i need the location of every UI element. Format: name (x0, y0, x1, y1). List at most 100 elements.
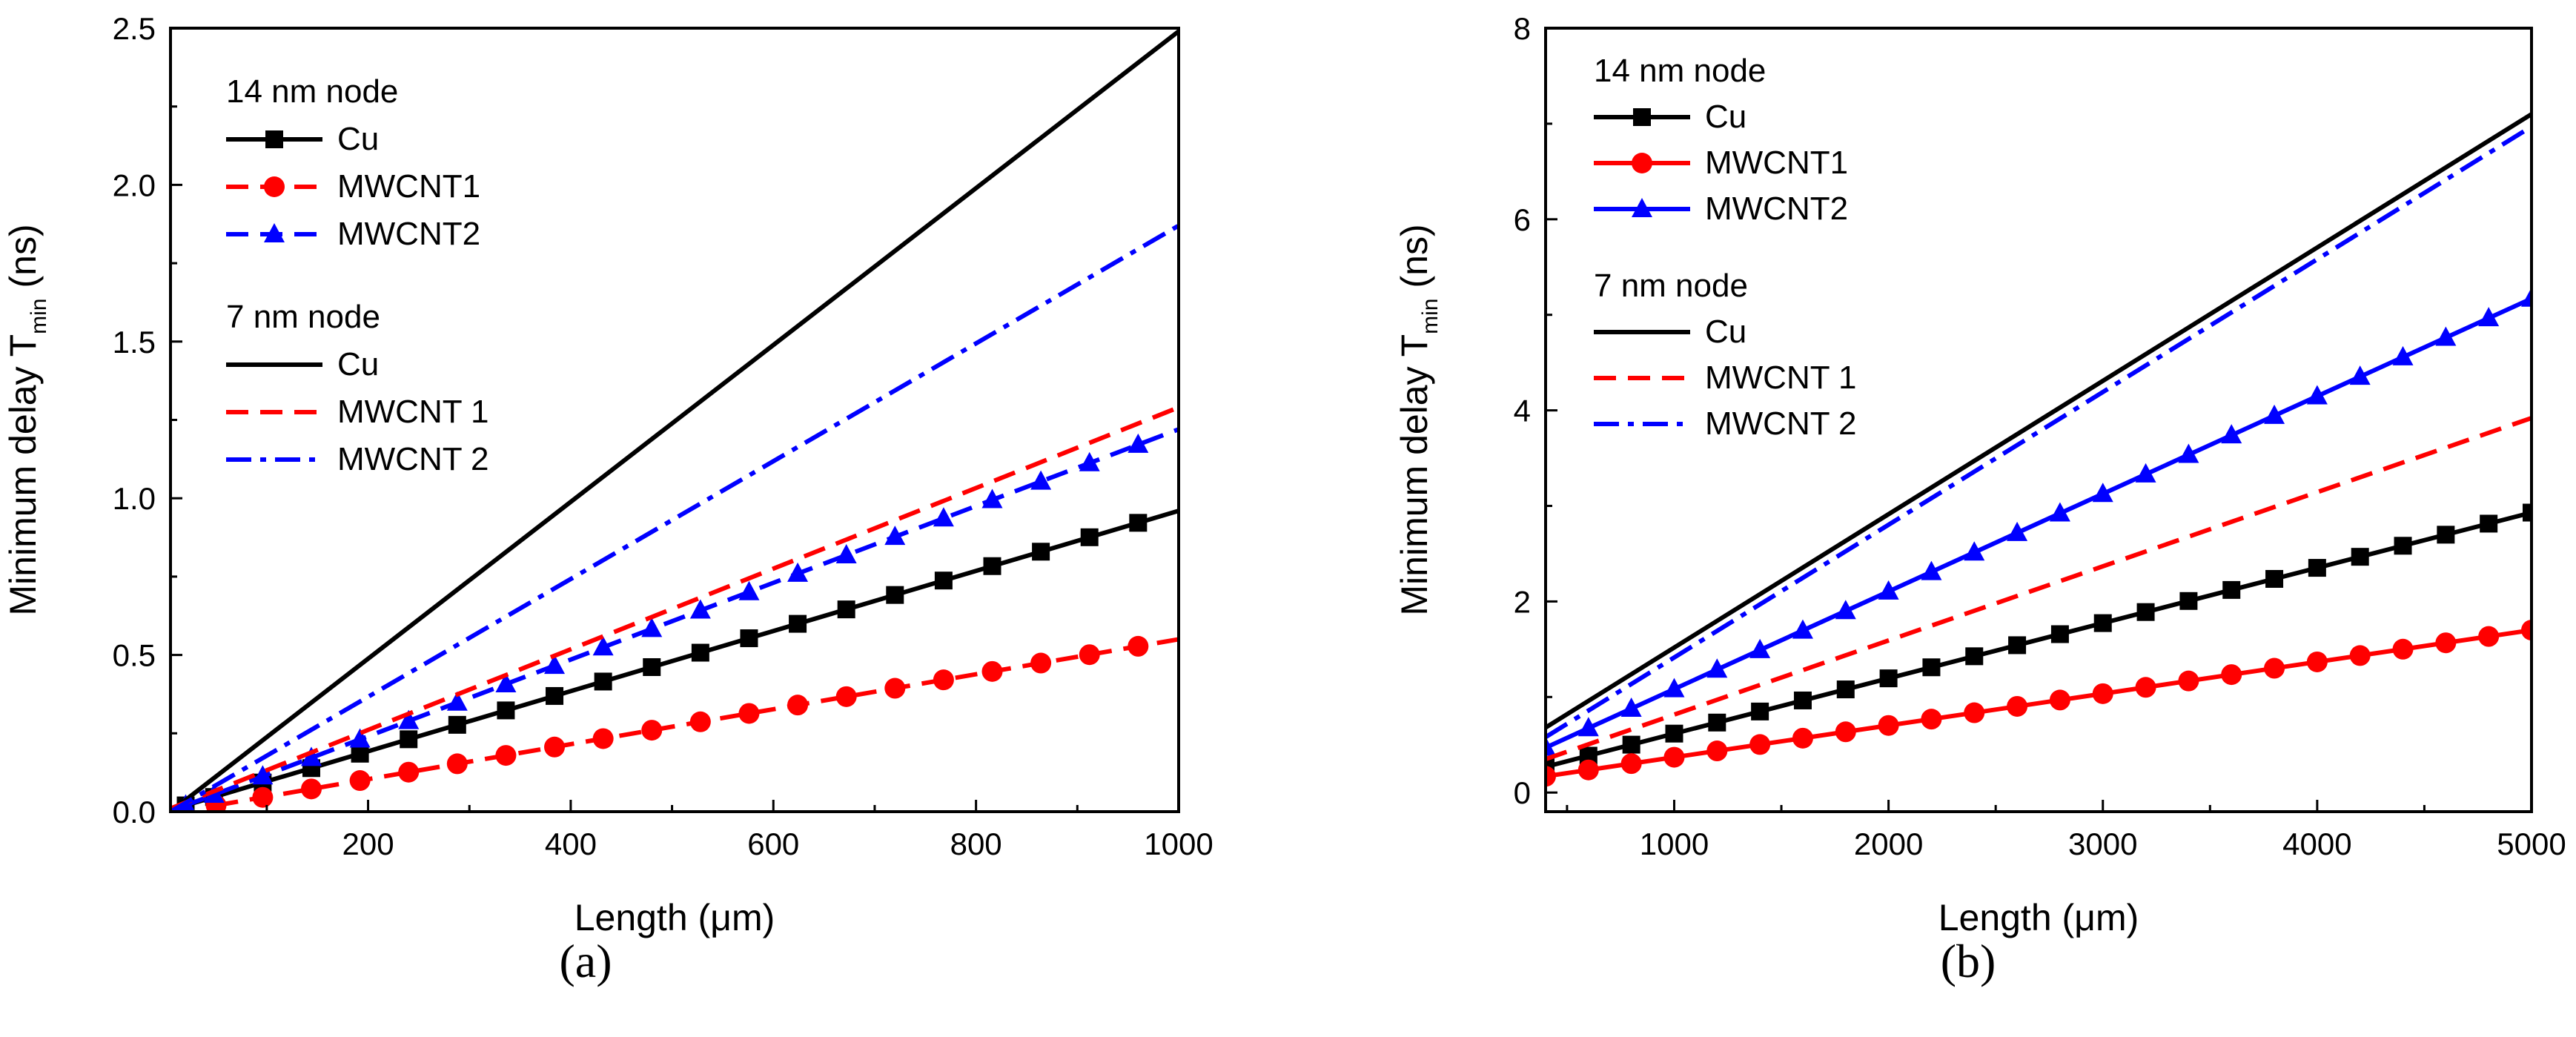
y-tick-label: 0.0 (113, 795, 156, 829)
data-point (1792, 619, 1813, 639)
data-point (2392, 638, 2414, 660)
data-point (398, 761, 420, 783)
data-point (981, 660, 1003, 682)
y-tick-label: 4 (1514, 394, 1531, 428)
panel-a-x-axis-label: Length (μm) (575, 897, 775, 938)
data-point (641, 720, 663, 741)
series-line (1546, 628, 2532, 779)
data-point (1751, 702, 1769, 720)
panel-a: 200 400 600 800 1000 0.0 0.5 1.0 1.5 2.0 2.5 Length… (2, 11, 1213, 987)
data-point (2136, 603, 2155, 621)
data-point (643, 657, 661, 676)
y-tick-label: 1.5 (113, 325, 156, 360)
legend-entry-label: Cu (1705, 314, 1746, 350)
x-tick-label: 600 (747, 826, 799, 861)
data-point (981, 488, 1003, 508)
data-point (738, 703, 760, 724)
x-tick-label: 4000 (2282, 826, 2351, 861)
data-point (252, 765, 274, 785)
panel-a-series-14nm-mwcnt1 (205, 635, 1179, 812)
y-tick-label: 8 (1514, 11, 1531, 46)
y-tick-label: 2 (1514, 584, 1531, 619)
series-line (185, 508, 1179, 808)
data-point (300, 746, 322, 766)
data-point (1793, 691, 1812, 709)
panel-b-y-axis-label: Minimum delay Tmin(ns) (1394, 224, 1443, 615)
data-point (2008, 636, 2027, 655)
data-point (689, 711, 711, 732)
data-point (2437, 526, 2455, 544)
data-point (1921, 709, 1942, 730)
data-point (738, 580, 760, 600)
panel-a-series-7nm-cu (170, 29, 1179, 812)
data-point (691, 643, 709, 662)
data-point (2007, 521, 2028, 541)
panel-b-x-axis-label: Length (μm) (1938, 897, 2139, 938)
data-point (787, 562, 809, 582)
data-point (933, 669, 954, 691)
data-point (1620, 753, 1642, 775)
data-point (2178, 670, 2199, 692)
series-line (1546, 125, 2532, 740)
data-point (2135, 463, 2156, 483)
data-point (1079, 451, 1100, 471)
data-point (252, 786, 274, 808)
data-point (2478, 307, 2500, 327)
series-line (1546, 416, 2532, 761)
data-point (592, 728, 614, 749)
data-point (1835, 721, 1856, 743)
data-point (1577, 717, 1599, 737)
panel-b-label: (b) (1941, 935, 1996, 987)
data-point (495, 672, 517, 692)
x-tick-label: 200 (342, 826, 394, 861)
data-point (495, 745, 517, 766)
data-point (1792, 727, 1813, 749)
data-point (2178, 443, 2199, 463)
data-point (1032, 543, 1050, 561)
data-point (2135, 677, 2156, 698)
panel-a-series-7nm-mwcnt1 (170, 405, 1179, 811)
data-point (1663, 677, 1685, 698)
data-point (789, 614, 807, 633)
panel-a-series-14nm-mwcnt2 (176, 427, 1179, 812)
panel-b-legend: 14 nm node Cu MWCNT1 MWCNT2 7 nm node Cu MWCNT… (1594, 53, 1857, 442)
series-line (1546, 112, 2532, 730)
data-point (349, 770, 371, 792)
data-point (497, 701, 515, 720)
data-point (2050, 625, 2069, 643)
data-point (300, 778, 322, 800)
data-point (2092, 483, 2113, 503)
data-point (1878, 715, 1899, 736)
data-point (1706, 741, 1728, 762)
series-line (185, 427, 1179, 808)
data-point (1878, 580, 1899, 600)
panel-b-series-7nm-mwcnt2 (1546, 125, 2532, 740)
panel-a-label: (a) (559, 935, 612, 987)
data-point (2308, 559, 2326, 577)
data-point (1546, 736, 1556, 756)
data-point (594, 672, 612, 691)
series-line (1546, 296, 2532, 750)
data-point (2523, 503, 2532, 522)
data-point (2221, 424, 2242, 444)
data-point (546, 686, 564, 705)
panel-b-series-7nm-cu (1546, 112, 2532, 730)
data-point (1708, 713, 1726, 732)
data-point (592, 636, 614, 656)
x-tick-label: 3000 (2068, 826, 2137, 861)
data-point (446, 691, 468, 711)
data-point (1749, 638, 1771, 658)
data-point (398, 709, 420, 729)
y-tick-label: 1.0 (113, 481, 156, 516)
series-line (170, 29, 1179, 812)
data-point (349, 728, 371, 748)
legend-group-title: 14 nm node (226, 73, 398, 110)
x-tick-label: 800 (950, 826, 1002, 861)
data-point (2435, 326, 2457, 346)
data-point (2521, 287, 2532, 307)
panel-b-series-7nm-mwcnt1 (1546, 416, 2532, 761)
data-point (1030, 652, 1052, 674)
panel-a-y-axis-label: Minimum delay Tmin(ns) (2, 224, 51, 615)
data-point (1964, 541, 1985, 561)
series-line (170, 405, 1179, 811)
